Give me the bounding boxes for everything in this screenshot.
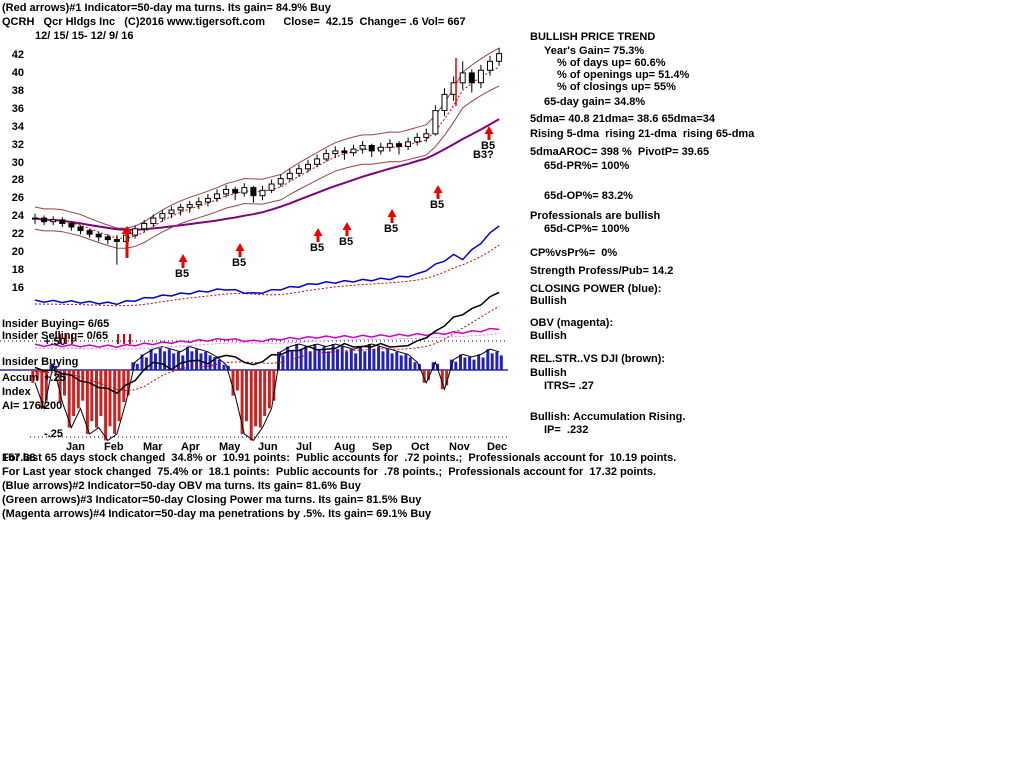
insider-selling-count: Insider Selling= 0/65 — [2, 330, 109, 342]
y-axis-label: 36 — [11, 102, 24, 115]
right-panel-line: 65d-PR%= 100% — [544, 160, 630, 172]
y-axis-label: 34 — [11, 120, 24, 133]
right-panel-line: 65d-CP%= 100% — [544, 223, 630, 235]
y-axis-label: 26 — [11, 192, 24, 205]
right-panel-line: % of days up= 60.6% — [557, 57, 666, 69]
month-label: Aug — [334, 441, 356, 453]
footer-line: For Last year stock changed 75.4% or 18.… — [2, 466, 657, 478]
month-label: Mar — [143, 441, 163, 453]
month-label: Oct — [411, 441, 430, 453]
y-axis-label: 18 — [11, 264, 24, 277]
price-chart-canvas — [0, 47, 508, 442]
footer-line: (Blue arrows)#2 Indicator=50-day OBV ma … — [2, 480, 361, 492]
signal-legend-red-arrows: (Red arrows)#1 Indicator=50-day ma turns… — [2, 2, 331, 14]
right-panel-line: 65d-OP%= 83.2% — [544, 190, 633, 202]
right-panel-line: CLOSING POWER (blue): — [530, 283, 662, 295]
right-panel-line: Rising 5-dma rising 21-dma rising 65-dma — [530, 128, 755, 140]
month-label: Jul — [296, 441, 312, 453]
signal-label: B3? — [473, 149, 494, 161]
month-label: Feb — [104, 441, 124, 453]
right-panel-line: 5dma= 40.8 21dma= 38.6 65dma=34 — [530, 113, 715, 125]
signal-label: B5 — [232, 257, 247, 269]
month-label: Jan — [66, 441, 85, 453]
right-panel-line: BULLISH PRICE TREND — [530, 31, 656, 43]
month-label: May — [219, 441, 241, 453]
right-panel-line: OBV (magenta): — [530, 317, 614, 329]
accumulation-index-value: AI= 176/200 — [2, 400, 63, 412]
y-axis-label: 24 — [11, 210, 24, 223]
footer-line: For last 65 days stock changed 34.8% or … — [2, 452, 677, 464]
signal-label: B5 — [175, 268, 190, 280]
price-readout: 157.68 — [2, 452, 36, 464]
chart-date-range: 12/ 15/ 15- 12/ 9/ 16 — [35, 30, 134, 42]
right-panel-line: ITRS= .27 — [544, 380, 594, 392]
month-label: Nov — [449, 441, 470, 453]
y-axis-label: 16 — [11, 281, 24, 294]
y-axis-label: 38 — [11, 84, 24, 97]
right-panel-line: IP= .232 — [544, 424, 589, 436]
right-panel-line: Strength Profess/Pub= 14.2 — [530, 265, 674, 277]
y-axis-label: 32 — [11, 138, 24, 151]
y-axis-label: 30 — [11, 156, 24, 169]
insider-buying-label: Insider Buying — [2, 356, 79, 368]
footer-line: (Magenta arrows)#4 Indicator=50-day ma p… — [2, 508, 432, 520]
right-panel-line: Year's Gain= 75.3% — [544, 45, 645, 57]
y-axis-label: 20 — [11, 246, 24, 259]
ticker-summary-line: QCRH Qcr Hldgs Inc (C)2016 www.tigersoft… — [2, 16, 466, 28]
signal-label: B5 — [384, 223, 399, 235]
right-panel-line: REL.STR..VS DJI (brown): — [530, 353, 666, 365]
index-label: Index — [2, 386, 31, 398]
right-panel-line: Bullish: Accumulation Rising. — [530, 411, 686, 423]
signal-label: B5 — [310, 242, 325, 254]
right-panel-line: 5dmaAROC= 398 % PivotP= 39.65 — [530, 146, 710, 158]
accum-label: Accum — [2, 372, 39, 384]
right-panel-line: Bullish — [530, 295, 567, 307]
right-panel-line: Professionals are bullish — [530, 210, 661, 222]
accum-scale-plus25: +.25 — [44, 372, 66, 384]
right-panel-line: Bullish — [530, 330, 567, 342]
signal-label: B5 — [339, 236, 354, 248]
right-panel-line: Bullish — [530, 367, 567, 379]
footer-line: (Green arrows)#3 Indicator=50-day Closin… — [2, 494, 422, 506]
accum-scale-minus25: -.25 — [44, 428, 63, 440]
month-label: Sep — [372, 441, 393, 453]
y-axis-label: 42 — [11, 49, 24, 61]
signal-label: B5 — [430, 199, 445, 211]
right-panel-line: 65-day gain= 34.8% — [544, 96, 646, 108]
month-label: Dec — [487, 441, 508, 453]
right-panel-line: % of openings up= 51.4% — [557, 69, 690, 81]
y-axis-label: 40 — [11, 66, 24, 79]
right-panel-line: % of closings up= 55% — [557, 81, 676, 93]
right-panel-line: CP%vsPr%= 0% — [530, 247, 618, 259]
signal-label: B5 — [481, 140, 496, 152]
y-axis-label: 22 — [11, 228, 24, 241]
accum-scale-plus50: +.50 — [44, 336, 66, 348]
month-label: Jun — [258, 441, 278, 453]
insider-buying-count: Insider Buying= 6/65 — [2, 318, 110, 330]
month-label: Apr — [181, 441, 200, 453]
y-axis-label: 28 — [11, 174, 24, 187]
